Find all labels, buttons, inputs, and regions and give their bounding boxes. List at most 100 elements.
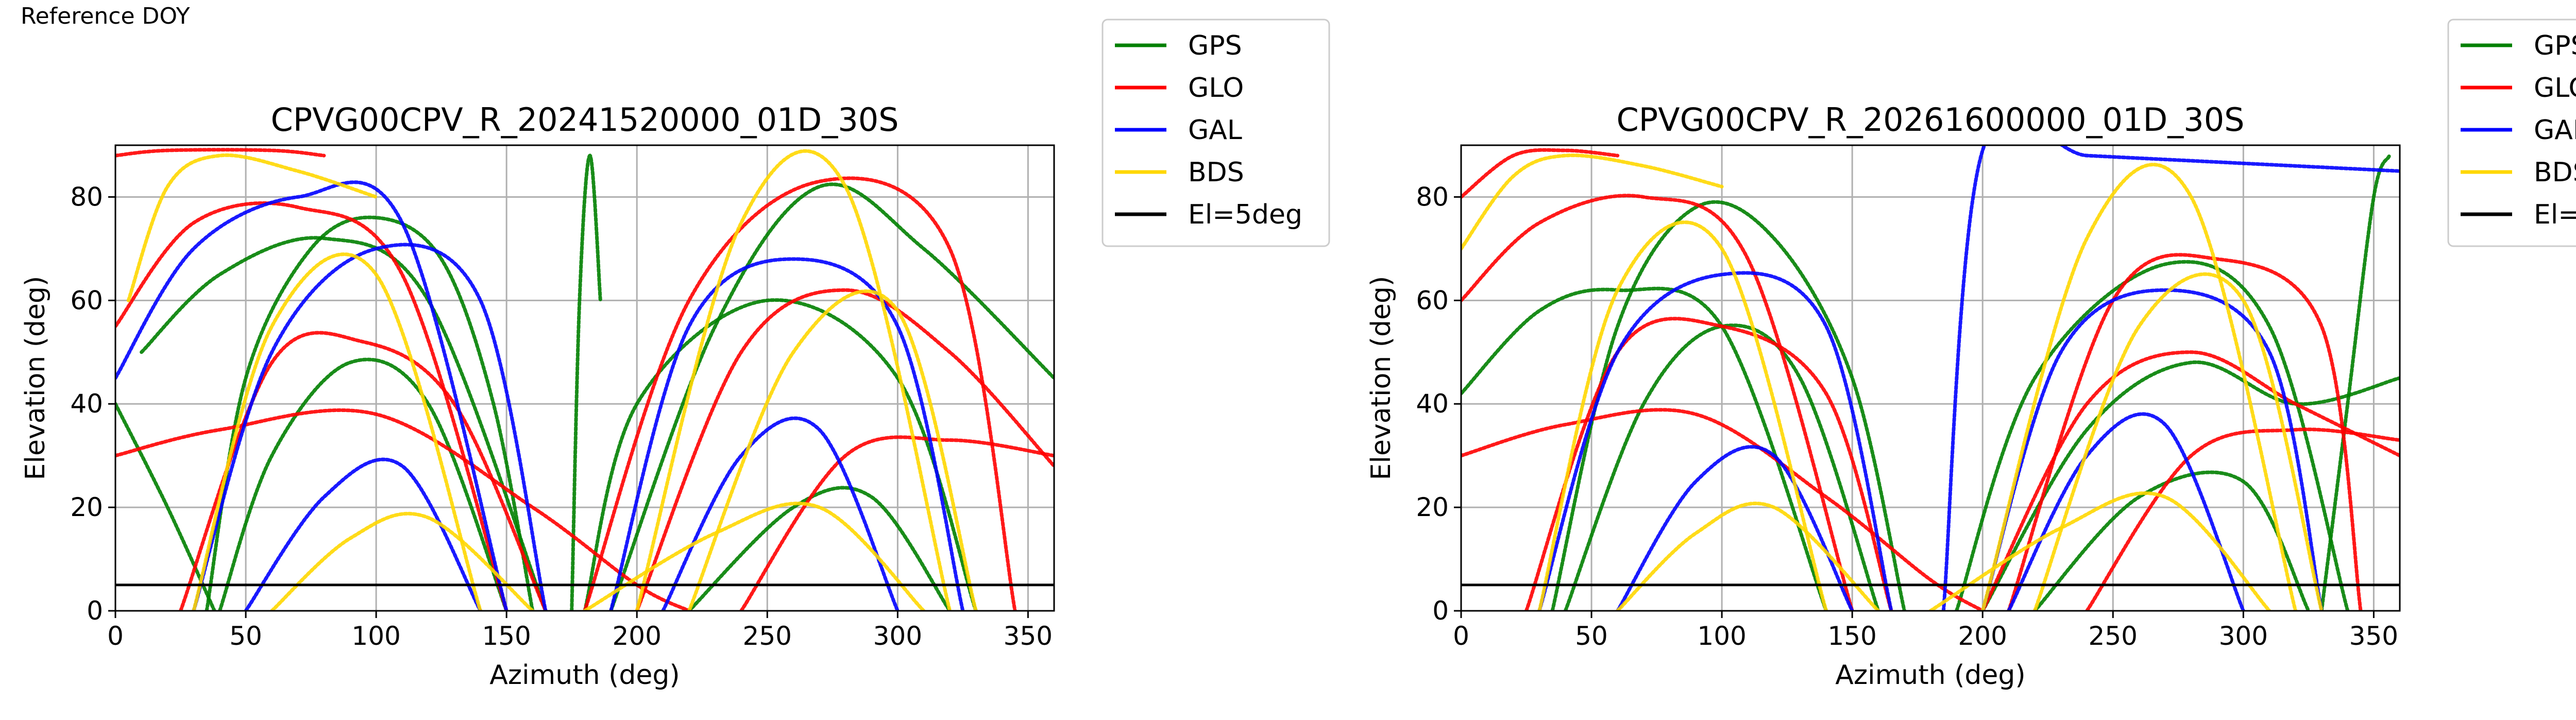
y-tick-label: 20 bbox=[70, 492, 103, 522]
x-tick-label: 350 bbox=[1004, 621, 1053, 651]
x-tick-label: 300 bbox=[873, 621, 922, 651]
satellite-track bbox=[140, 236, 548, 611]
data-layer bbox=[1461, 145, 2400, 611]
satellite-track bbox=[635, 149, 952, 611]
satellite-track bbox=[2319, 153, 2392, 611]
satellite-track bbox=[583, 298, 978, 611]
satellite-track bbox=[609, 182, 1054, 611]
satellite-track bbox=[115, 408, 691, 611]
y-tick-label: 20 bbox=[1416, 492, 1449, 522]
legend-label: GAL bbox=[1188, 115, 1242, 146]
series-gal bbox=[115, 180, 965, 611]
series-glo bbox=[115, 148, 1054, 611]
series-bds bbox=[126, 149, 978, 611]
satellite-track bbox=[1941, 145, 2400, 611]
satellite-track bbox=[126, 153, 378, 302]
satellite-track bbox=[1928, 491, 2272, 611]
satellite-track bbox=[583, 502, 926, 611]
x-tick-label: 100 bbox=[1697, 621, 1746, 651]
satellite-track bbox=[2032, 272, 2324, 611]
x-tick-label: 200 bbox=[1958, 621, 2007, 651]
satellite-track bbox=[192, 252, 483, 611]
y-tick-label: 60 bbox=[70, 285, 103, 315]
y-tick-label: 80 bbox=[1416, 182, 1449, 212]
chart-panel-2: 0 50 100 150 200 250 300 350 0 20 40 60 80 CPVG00CPV_… bbox=[1366, 19, 2576, 691]
satellite-track bbox=[2085, 427, 2400, 611]
series-gps bbox=[1461, 153, 2400, 611]
satellite-track bbox=[2007, 412, 2245, 611]
satellite-track bbox=[2007, 253, 2363, 611]
legend-label: BDS bbox=[2534, 157, 2576, 188]
legend-label: BDS bbox=[1188, 157, 1244, 188]
satellite-track bbox=[609, 257, 965, 611]
satellite-track bbox=[115, 180, 509, 611]
satellite-track bbox=[739, 435, 1054, 611]
axes-frame bbox=[114, 144, 1055, 612]
legend-box bbox=[2447, 19, 2576, 247]
x-tick-label: 0 bbox=[107, 621, 124, 651]
series-gps bbox=[115, 153, 1054, 611]
legend-label: GAL bbox=[2534, 115, 2576, 146]
satellite-track bbox=[1980, 288, 2324, 611]
y-tick-label: 40 bbox=[1416, 389, 1449, 419]
x-tick-label: 0 bbox=[1453, 621, 1469, 651]
data-layer bbox=[115, 148, 1054, 611]
y-tick-label: 0 bbox=[1432, 596, 1449, 626]
satellite-track bbox=[1524, 317, 1893, 611]
figure-label: Reference DOY bbox=[21, 3, 190, 29]
x-tick-label: 200 bbox=[613, 621, 662, 651]
satellite-track bbox=[179, 331, 548, 611]
satellite-track bbox=[1980, 163, 2298, 611]
satellite-track bbox=[661, 416, 900, 611]
y-axis-label: Elevation (deg) bbox=[1366, 276, 1397, 481]
satellite-track bbox=[1537, 220, 1828, 611]
y-tick-label: 80 bbox=[70, 182, 103, 212]
satellite-track bbox=[687, 289, 978, 611]
legend: GPS GLO GAL BDS El=5deg bbox=[1101, 19, 1330, 247]
legend: GPS GLO GAL BDS El=5deg bbox=[2447, 19, 2576, 247]
x-tick-label: 50 bbox=[229, 621, 262, 651]
satellite-track bbox=[192, 243, 548, 611]
legend-label: El=5deg bbox=[1188, 199, 1302, 230]
satellite-track bbox=[115, 201, 509, 611]
satellite-track bbox=[1537, 271, 1893, 611]
x-tick-label: 250 bbox=[2089, 621, 2138, 651]
legend-label: GLO bbox=[2534, 73, 2576, 104]
legend-label: GPS bbox=[2534, 30, 2576, 61]
chart-title: CPVG00CPV_R_20241520000_01D_30S bbox=[271, 101, 899, 139]
legend-label: GLO bbox=[1188, 73, 1244, 104]
y-tick-label: 60 bbox=[1416, 285, 1449, 315]
satellite-track bbox=[205, 215, 535, 611]
x-tick-label: 50 bbox=[1575, 621, 1608, 651]
satellite-track bbox=[244, 457, 483, 611]
x-tick-label: 150 bbox=[482, 621, 531, 651]
x-tick-label: 350 bbox=[2349, 621, 2398, 651]
y-tick-label: 40 bbox=[70, 389, 103, 419]
satellite-track bbox=[1955, 260, 2350, 611]
y-axis-label: Elevation (deg) bbox=[20, 276, 51, 481]
satellite-track bbox=[1461, 148, 1620, 199]
satellite-track bbox=[1461, 194, 1854, 611]
satellite-track bbox=[1980, 360, 2400, 611]
satellite-track bbox=[1461, 153, 1724, 251]
satellite-track bbox=[1616, 502, 1880, 611]
satellite-track bbox=[635, 288, 1054, 611]
series-gal bbox=[1537, 145, 2400, 611]
axes-frame bbox=[1460, 144, 2401, 612]
satellite-track bbox=[1980, 350, 2400, 611]
chart-panel-1: 0 50 100 150 200 250 300 350 0 20 40 60 80 CPVG00CPV_… bbox=[20, 19, 1330, 691]
satellite-track bbox=[217, 357, 509, 611]
x-tick-label: 250 bbox=[743, 621, 792, 651]
satellite-track bbox=[1550, 200, 1906, 611]
satellite-track bbox=[570, 153, 602, 611]
satellite-track bbox=[687, 486, 952, 611]
x-tick-label: 300 bbox=[2219, 621, 2268, 651]
series-bds bbox=[1461, 153, 2324, 611]
satellite-track bbox=[270, 511, 535, 611]
satellite-track bbox=[583, 176, 1017, 611]
series-glo bbox=[1461, 148, 2400, 611]
legend-label: El=5deg bbox=[2534, 199, 2576, 230]
legend-box bbox=[1101, 19, 1330, 247]
x-tick-label: 150 bbox=[1827, 621, 1876, 651]
